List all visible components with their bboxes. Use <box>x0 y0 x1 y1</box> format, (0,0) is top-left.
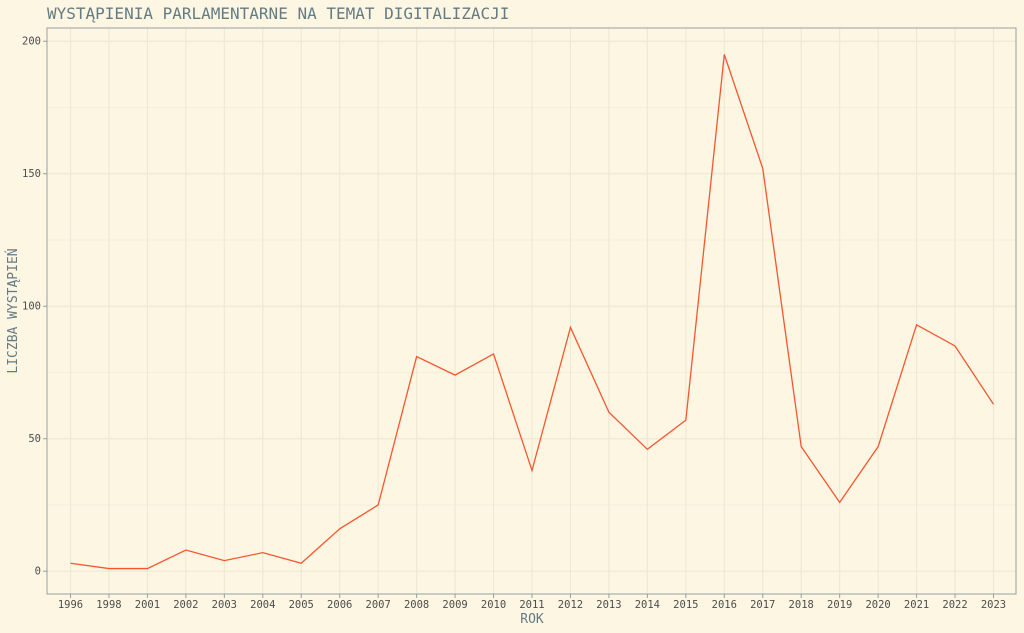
x-tick-label: 2001 <box>135 599 160 611</box>
axis-ticks: 0 50 100 150 200 1996 1998 2001 2002 2003 2004 2005… <box>22 36 1006 611</box>
x-tick-label: 2002 <box>173 599 198 611</box>
x-tick-label: 2011 <box>519 599 544 611</box>
x-tick-label: 2016 <box>712 599 737 611</box>
x-tick-label: 2014 <box>635 599 660 611</box>
series-line <box>70 54 995 570</box>
x-tick-label: 2003 <box>212 599 237 611</box>
x-tick-label: 2021 <box>904 599 929 611</box>
y-tick-label: 200 <box>22 36 41 48</box>
x-tick-label: 2017 <box>750 599 775 611</box>
x-tick-label: 2019 <box>827 599 852 611</box>
y-tick-label: 0 <box>35 566 41 578</box>
x-tick-label: 2015 <box>673 599 698 611</box>
chart-title: WYSTĄPIENIA PARLAMENTARNE NA TEMAT DIGIT… <box>47 4 509 23</box>
x-tick-label: 2007 <box>366 599 391 611</box>
x-tick-label: 1998 <box>96 599 121 611</box>
y-axis-title: LICZBA WYSTĄPIEŃ <box>5 248 21 373</box>
x-tick-label: 2005 <box>289 599 314 611</box>
x-tick-label: 2006 <box>327 599 352 611</box>
y-tick-label: 50 <box>28 433 41 445</box>
x-tick-label: 2009 <box>442 599 467 611</box>
x-tick-label: 2012 <box>558 599 583 611</box>
x-tick-label: 2018 <box>789 599 814 611</box>
x-tick-label: 2010 <box>481 599 506 611</box>
x-tick-label: 2023 <box>981 599 1006 611</box>
x-tick-label: 1996 <box>58 599 83 611</box>
series <box>70 54 995 570</box>
grid <box>47 28 1016 594</box>
y-tick-label: 100 <box>22 301 41 313</box>
x-tick-label: 2008 <box>404 599 429 611</box>
x-tick-label: 2004 <box>250 599 275 611</box>
x-axis-title: ROK <box>520 612 544 627</box>
x-tick-label: 2022 <box>942 599 967 611</box>
x-tick-label: 2020 <box>865 599 890 611</box>
y-tick-label: 150 <box>22 168 41 180</box>
x-tick-label: 2013 <box>596 599 621 611</box>
